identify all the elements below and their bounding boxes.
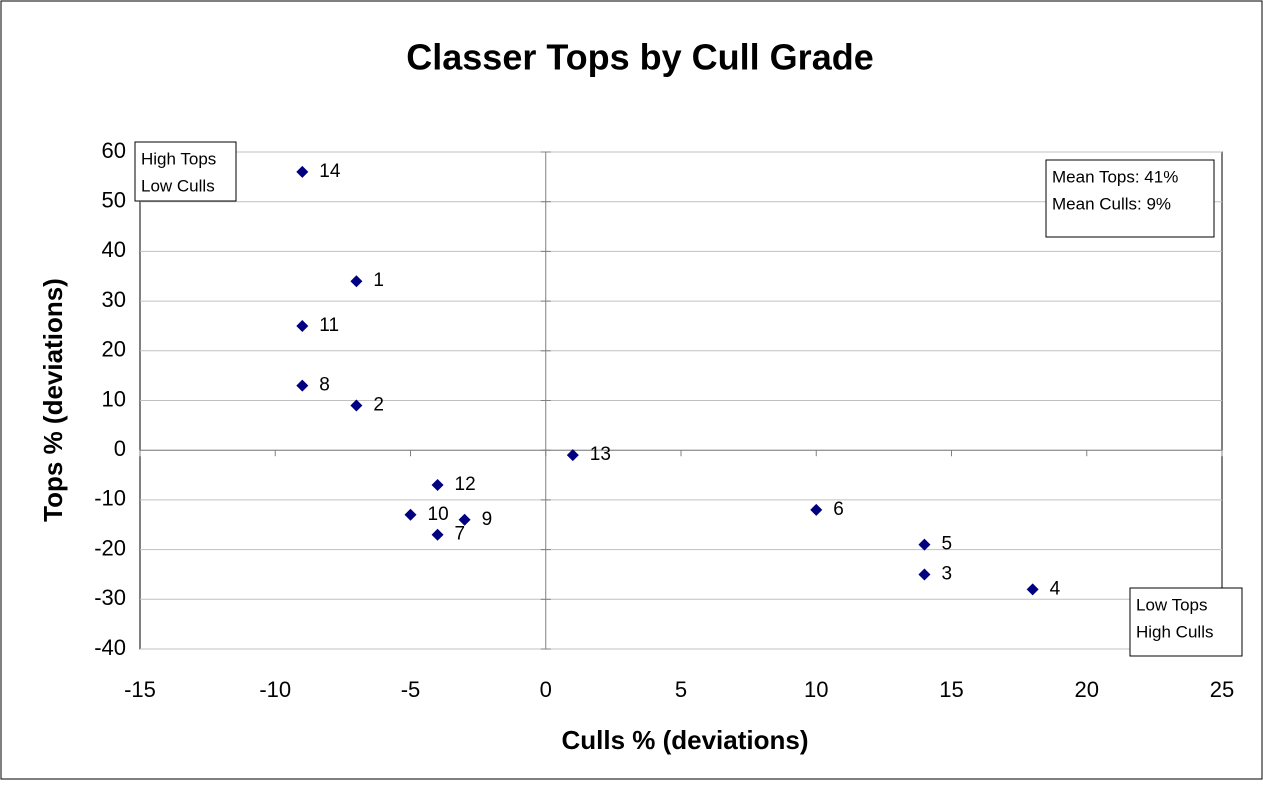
annotation: Low Tops [1136,595,1208,614]
x-tick-label: 5 [675,677,687,702]
annotation: Low Culls [141,176,215,195]
annotation: High Tops [141,149,216,168]
x-tick-label: -15 [124,677,156,702]
y-tick-label: 40 [102,237,126,262]
point [810,503,823,516]
point [296,319,309,332]
annotation-box [1045,159,1215,238]
annotation: Mean Culls: 9% [1052,194,1171,213]
y-tick-label: 0 [114,436,126,461]
y-tick-label: 20 [102,337,126,362]
annotation-box [1129,587,1243,657]
y-tick-label: 30 [102,287,126,312]
y-tick-label: 50 [102,188,126,213]
x-tick-label: 10 [804,677,828,702]
annotation-box [134,141,237,202]
point-label: 11 [319,315,339,336]
point [296,379,309,392]
chart-title: Classer Tops by Cull Grade [406,37,873,78]
point-label: 12 [455,474,476,495]
y-tick-label: -10 [94,486,126,511]
y-tick-label: -30 [94,585,126,610]
point [566,449,579,462]
point [431,478,444,491]
y-tick-label: -20 [94,535,126,560]
y-tick-label: 10 [102,386,126,411]
x-tick-label: -10 [259,677,291,702]
point [431,528,444,541]
point-label: 5 [941,534,952,555]
point [918,538,931,551]
annotation: High Culls [1136,622,1213,641]
point-label: 3 [941,563,952,584]
point [296,165,309,178]
point-label: 9 [482,509,493,530]
point-label: 14 [319,161,341,182]
x-tick-label: 25 [1210,677,1234,702]
point-label: 13 [590,444,611,465]
annotation: Mean Tops: 41% [1052,167,1178,186]
point-label: 6 [833,499,844,520]
point [1026,583,1039,596]
point-label: 2 [373,394,384,415]
x-tick-label: -5 [401,677,421,702]
point-label: 7 [455,524,466,545]
x-tick-label: 20 [1075,677,1099,702]
point-label: 10 [428,504,449,525]
point [918,568,931,581]
point-label: 8 [319,375,330,396]
point [350,275,363,288]
y-axis-label: Tops % (deviations) [38,278,68,522]
point-label: 1 [373,270,384,291]
point [404,508,417,521]
y-tick-label: 60 [102,138,126,163]
point [458,513,471,526]
point-label: 4 [1050,578,1061,599]
x-tick-label: 15 [939,677,963,702]
point [350,399,363,412]
y-tick-label: -40 [94,635,126,660]
x-tick-label: 0 [540,677,552,702]
x-axis-label: Culls % (deviations) [561,725,808,755]
